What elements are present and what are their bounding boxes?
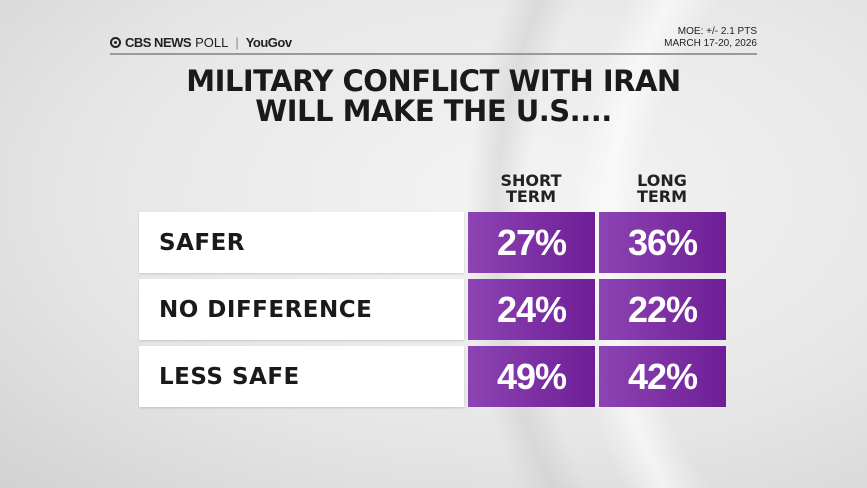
value-cell: 42% [599,346,726,407]
brand-name: CBS NEWS [125,35,192,50]
value-cell: 27% [468,212,595,273]
value-label: 22% [627,288,698,330]
column-header-line: TERM [636,187,688,206]
brand-logo: CBS NEWS POLL | YouGov [110,35,292,50]
row-label: NO DIFFERENCE [139,279,464,340]
column-header-line: TERM [505,187,557,206]
chart-title: MILITARY CONFLICT WITH IRAN WILL MAKE TH… [0,66,867,126]
poll-meta: MOE: +/- 2.1 PTS MARCH 17-20, 2026 [664,26,757,50]
row-label: SAFER [139,212,464,273]
title-line-2: WILL MAKE THE U.S.... [255,94,612,128]
column-header-line: SHORT [500,171,562,190]
value-label: 27% [496,221,567,263]
cbs-eye-icon [110,37,121,48]
row-label: LESS SAFE [139,346,464,407]
poll-dates: MARCH 17-20, 2026 [664,38,757,49]
value-cell: 22% [599,279,726,340]
divider: | [235,35,239,50]
title-line-1: MILITARY CONFLICT WITH IRAN [186,64,681,98]
header-rule [110,53,757,55]
column-header-short-term: SHORT TERM [468,173,594,205]
value-label: 36% [627,221,698,263]
value-cell: 24% [468,279,595,340]
value-label: 42% [627,355,698,397]
poll-label: POLL [195,35,229,50]
column-header-long-term: LONG TERM [599,173,725,205]
column-header-line: LONG [637,171,687,190]
moe: MOE: +/- 2.1 PTS [677,26,757,37]
value-label: 24% [496,288,567,330]
value-label: 49% [496,355,567,397]
partner-name: YouGov [245,35,292,50]
value-cell: 49% [468,346,595,407]
value-cell: 36% [599,212,726,273]
